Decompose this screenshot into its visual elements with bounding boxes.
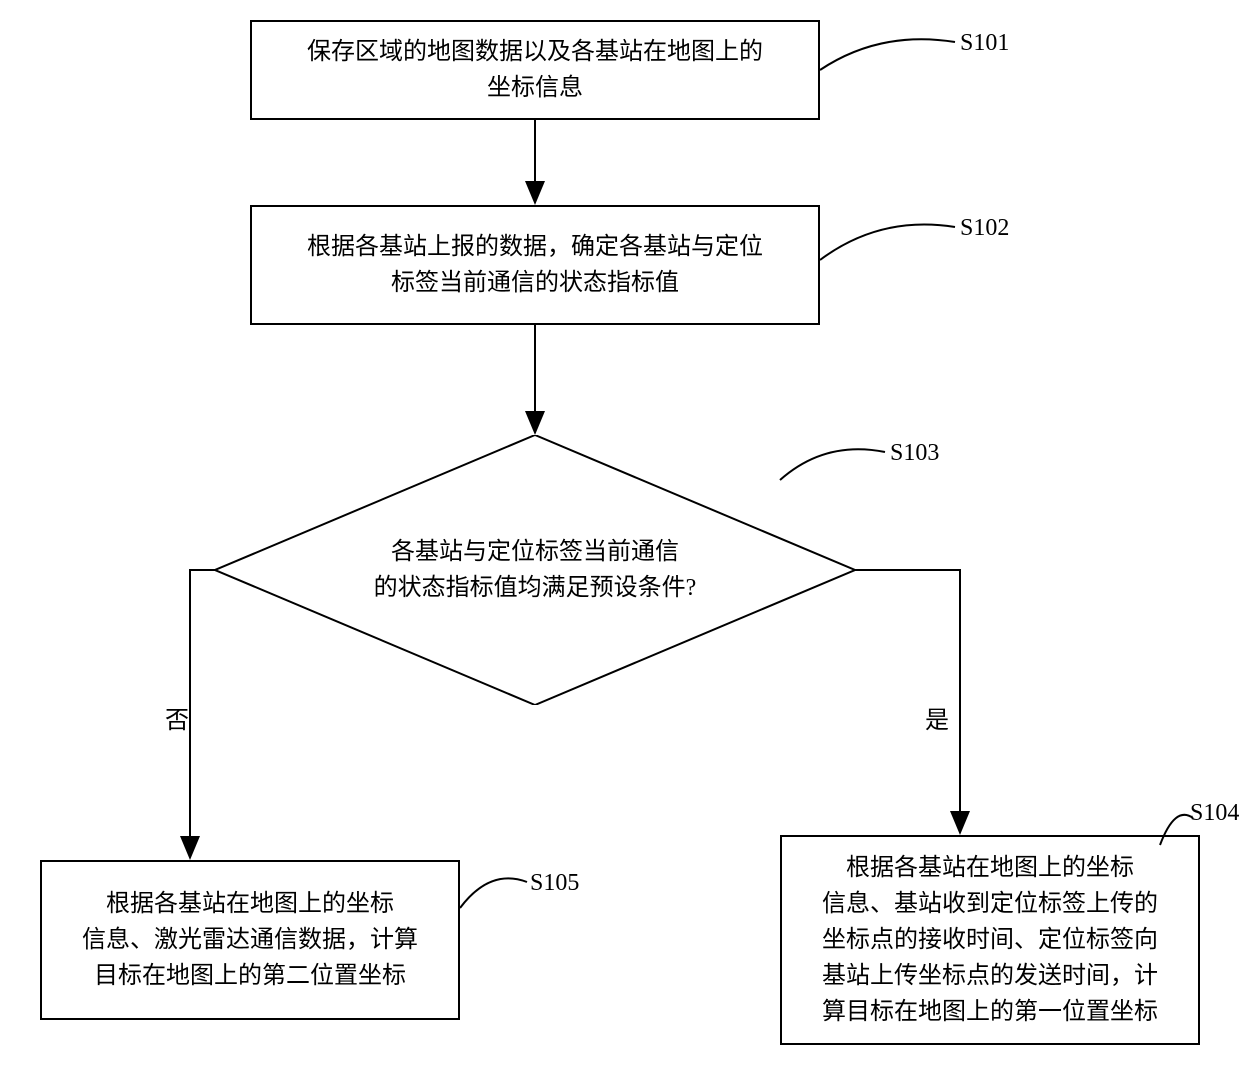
flow-node-s101: 保存区域的地图数据以及各基站在地图上的坐标信息 bbox=[250, 20, 820, 120]
flow-node-s104: 根据各基站在地图上的坐标信息、基站收到定位标签上传的坐标点的接收时间、定位标签向… bbox=[780, 835, 1200, 1045]
flow-node-s105: 根据各基站在地图上的坐标信息、激光雷达通信数据，计算目标在地图上的第二位置坐标 bbox=[40, 860, 460, 1020]
step-label-s103: S103 bbox=[890, 440, 939, 467]
flow-node-s102: 根据各基站上报的数据，确定各基站与定位标签当前通信的状态指标值 bbox=[250, 205, 820, 325]
step-label-s102: S102 bbox=[960, 215, 1009, 242]
flow-node-s103: 各基站与定位标签当前通信的状态指标值均满足预设条件? bbox=[215, 435, 855, 705]
node-text: 根据各基站在地图上的坐标信息、激光雷达通信数据，计算目标在地图上的第二位置坐标 bbox=[82, 886, 418, 994]
node-text: 根据各基站上报的数据，确定各基站与定位标签当前通信的状态指标值 bbox=[307, 229, 763, 301]
step-label-s104: S104 bbox=[1190, 800, 1239, 827]
node-text: 根据各基站在地图上的坐标信息、基站收到定位标签上传的坐标点的接收时间、定位标签向… bbox=[822, 850, 1158, 1030]
label-text: S103 bbox=[890, 440, 939, 466]
label-text: 否 bbox=[165, 708, 189, 734]
step-label-s105: S105 bbox=[530, 870, 579, 897]
node-text: 保存区域的地图数据以及各基站在地图上的坐标信息 bbox=[307, 34, 763, 106]
edge-label-no: 否 bbox=[165, 700, 189, 735]
label-text: S104 bbox=[1190, 800, 1239, 826]
edge-label-yes: 是 bbox=[925, 700, 949, 735]
label-text: 是 bbox=[925, 708, 949, 734]
step-label-s101: S101 bbox=[960, 30, 1009, 57]
label-text: S102 bbox=[960, 215, 1009, 241]
label-text: S101 bbox=[960, 30, 1009, 56]
label-text: S105 bbox=[530, 870, 579, 896]
node-text: 各基站与定位标签当前通信的状态指标值均满足预设条件? bbox=[374, 534, 697, 606]
